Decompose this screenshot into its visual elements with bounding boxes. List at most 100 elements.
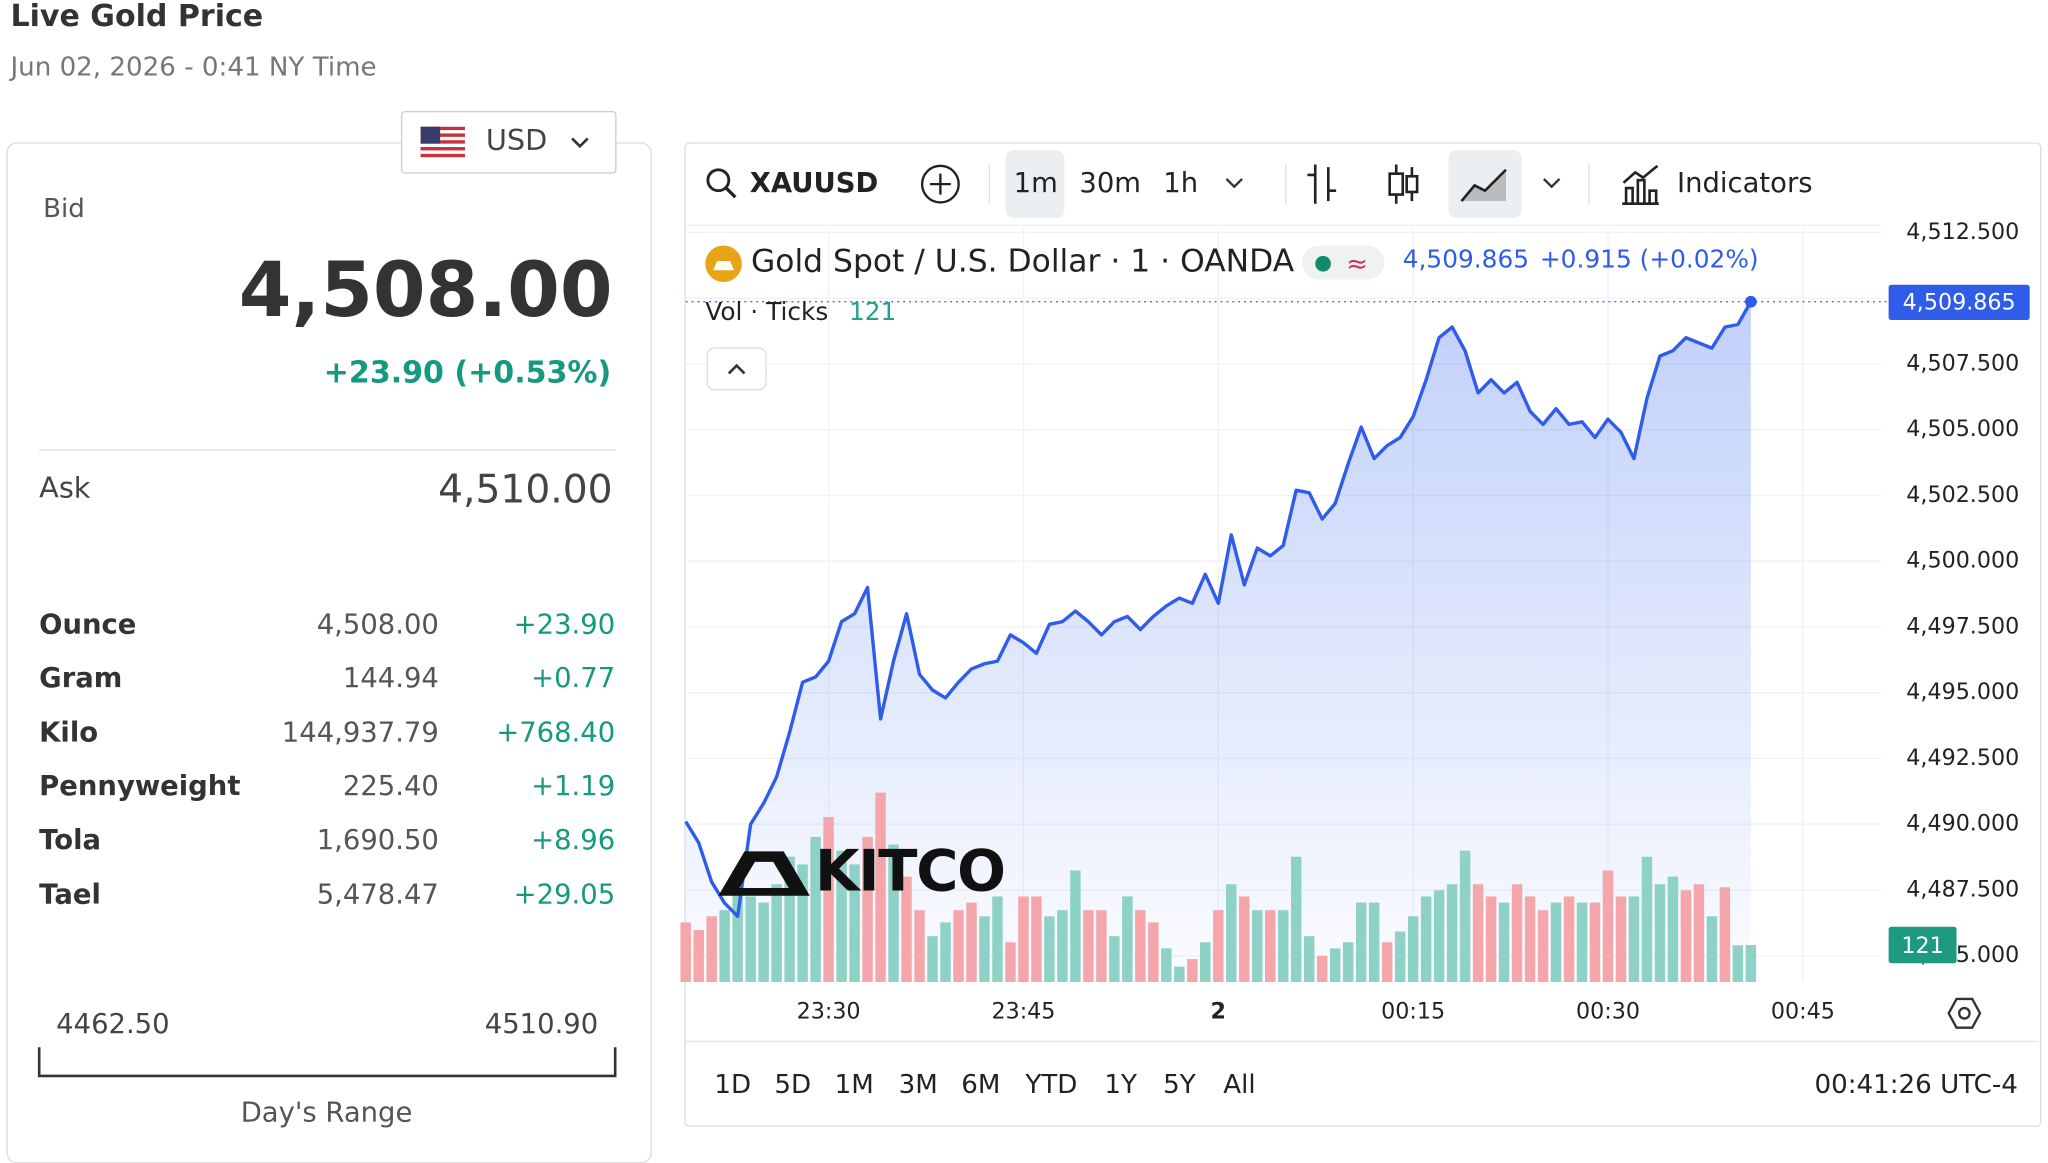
range-button[interactable]: 5Y [1163, 1068, 1196, 1100]
chevron-icon[interactable] [1224, 175, 1245, 191]
logo: KITCO [815, 838, 1006, 905]
volume-bar [1355, 902, 1367, 982]
range-button[interactable]: All [1223, 1068, 1256, 1100]
range-button[interactable]: 1Y [1104, 1068, 1137, 1100]
legend-change: +0.915 (+0.02%) [1539, 245, 1759, 275]
bars-icon[interactable] [1303, 162, 1340, 206]
unit-name: Ounce [39, 608, 137, 640]
range-button[interactable]: 1D [714, 1068, 752, 1100]
indicators-icon[interactable] [1618, 162, 1662, 206]
divider [39, 449, 616, 451]
y-tick-label: 4,497.500 [1906, 613, 2019, 639]
volume-bar [771, 884, 782, 982]
volume-bar [1096, 910, 1107, 982]
chevron-up-icon [727, 363, 746, 375]
separator [988, 163, 991, 206]
volume-bar [1265, 910, 1276, 982]
candles-icon[interactable] [1386, 162, 1423, 206]
volume-bar [1252, 910, 1263, 982]
toolbar-border [685, 224, 1881, 226]
y-tick-label: 4,492.500 [1906, 745, 2019, 771]
chart-title: Gold Spot / U.S. Dollar · 1 · OANDA [751, 242, 1295, 280]
price-tag [1888, 284, 2030, 321]
range-label: Day's Range [240, 1096, 413, 1129]
volume-bar [914, 910, 925, 982]
volume-bar [1550, 902, 1562, 982]
volume-bar [1719, 887, 1731, 982]
interval-button[interactable]: 1h [1163, 167, 1199, 199]
x-tick-label: 23:30 [797, 998, 861, 1024]
area-icon [1460, 168, 1507, 202]
volume-bar [849, 864, 860, 982]
flag-icon [420, 126, 465, 159]
range-button[interactable]: 6M [961, 1068, 1001, 1100]
unit-change: +8.96 [531, 824, 616, 856]
ask-label: Ask [39, 472, 91, 506]
unit-change: +29.05 [513, 878, 616, 910]
bid-label: Bid [43, 191, 85, 224]
range-button[interactable]: 5D [774, 1068, 812, 1100]
chart-type-selected[interactable] [1448, 150, 1522, 219]
volume-bar [1381, 942, 1393, 982]
x-tick-label: 00:45 [1771, 998, 1835, 1024]
volume-bar [1576, 902, 1588, 982]
symbol[interactable]: XAUUSD [749, 167, 879, 199]
volume-legend: Vol · Ticks [705, 297, 829, 327]
currency-select[interactable]: USD [400, 110, 617, 174]
unit-change: +0.77 [531, 662, 616, 694]
interval-button[interactable]: 1m [1013, 167, 1058, 199]
volume-bar [1122, 896, 1133, 982]
volume-bar [1239, 896, 1250, 982]
volume-bar [1563, 896, 1575, 982]
volume-bar [797, 864, 808, 982]
x-tick-label: 00:15 [1381, 998, 1445, 1024]
line [684, 300, 1753, 918]
volume-bar [966, 902, 977, 982]
volume-bar [979, 916, 990, 982]
volume-bar [1641, 856, 1653, 982]
volume-bar [1511, 884, 1523, 982]
volume-bar [1187, 959, 1198, 982]
bid-value: 4,508.00 [238, 245, 613, 335]
unit-price: 144.94 [342, 662, 439, 694]
indicators-button[interactable]: Indicators [1677, 167, 1813, 199]
y-tick-label: 4,490.000 [1906, 811, 2019, 837]
volume-bar [1161, 948, 1172, 982]
collapse-button[interactable] [706, 347, 767, 391]
range-button[interactable]: 3M [898, 1068, 938, 1100]
last-point [1745, 295, 1757, 308]
unit-name: Tola [39, 824, 102, 856]
volume-bar [1498, 902, 1510, 982]
chevron-icon[interactable] [1541, 175, 1562, 191]
bottom-border [685, 1040, 2039, 1043]
volume-bar [1589, 902, 1601, 982]
volume-bar [1537, 910, 1549, 982]
bid-change: +23.90 (+0.53%) [323, 356, 612, 391]
volume-bar [1329, 948, 1341, 982]
volume-bar [1044, 916, 1055, 982]
volume-bar [1031, 896, 1042, 982]
volume-bar [1342, 942, 1354, 982]
unit-price: 5,478.47 [316, 878, 439, 910]
settings-icon[interactable] [1946, 995, 1983, 1032]
y-tick-label: 4,487.500 [1906, 876, 2019, 902]
volume-bar [823, 817, 834, 982]
volume-bar [1602, 870, 1614, 982]
volume-bar [1459, 850, 1471, 982]
search-icon[interactable] [705, 167, 739, 201]
volume-bar [1680, 890, 1692, 982]
volume-bar [680, 922, 691, 982]
interval-button[interactable]: 30m [1079, 167, 1142, 199]
range-button[interactable]: YTD [1025, 1068, 1078, 1100]
volume-bar [1018, 896, 1029, 982]
y-tick-label: 4,507.500 [1906, 350, 2019, 376]
range-button[interactable]: 1M [834, 1068, 874, 1100]
volume-bar [1200, 942, 1211, 982]
volume-bar [1615, 896, 1627, 982]
volume-bar [1654, 884, 1666, 982]
compare-button[interactable] [919, 163, 961, 205]
unit-name: Tael [39, 878, 101, 910]
y-tick-label: 4,500.000 [1906, 548, 2019, 574]
